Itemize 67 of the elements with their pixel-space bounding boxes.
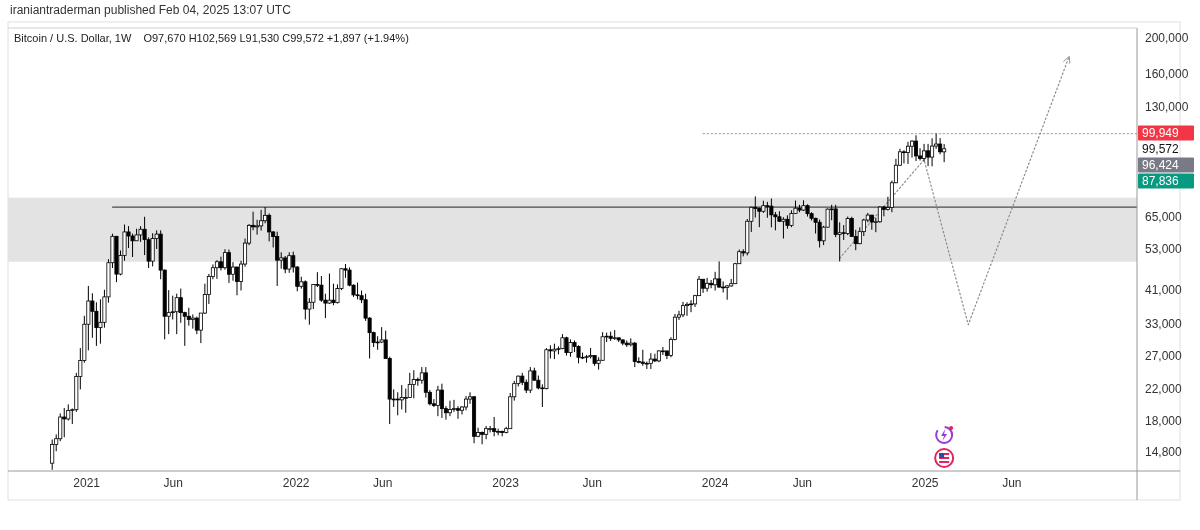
candlestick <box>926 143 931 167</box>
candlestick <box>447 400 452 417</box>
x-tick-label: Jun <box>163 476 183 490</box>
x-tick-label: 2024 <box>701 476 729 490</box>
candlestick <box>174 293 179 335</box>
candlestick <box>150 232 155 267</box>
y-tick-label: 18,000 <box>1145 413 1183 428</box>
candlestick <box>576 344 581 364</box>
y-tick-label: 14,800 <box>1145 444 1183 459</box>
candlestick <box>753 195 758 219</box>
candlestick <box>689 299 694 313</box>
chart-title: Bitcoin / U.S. Dollar, 1W <box>14 32 132 44</box>
candlestick <box>411 369 416 399</box>
y-tick-label: 27,000 <box>1145 349 1183 364</box>
candlestick <box>905 141 910 165</box>
candlestick <box>901 149 906 164</box>
candlestick <box>769 198 774 228</box>
candlestick <box>480 430 485 445</box>
y-tick-label: 65,000 <box>1145 209 1183 224</box>
candlestick <box>652 353 657 363</box>
x-tick-label: Jun <box>373 476 393 490</box>
x-tick-label: 2022 <box>282 476 310 490</box>
candlestick <box>685 301 690 317</box>
chart-subtitle: O97,670 H102,569 L91,530 C99,572 +1,897 (+1.94%) <box>143 32 409 44</box>
candlestick <box>705 277 710 293</box>
candlestick <box>331 283 336 306</box>
candlestick <box>632 341 637 368</box>
candlestick <box>845 216 850 236</box>
candlestick <box>930 137 935 167</box>
candlestick <box>407 372 412 399</box>
candlestick <box>395 391 400 416</box>
candlestick <box>50 439 55 471</box>
candlestick <box>484 425 489 440</box>
candlestick <box>287 251 292 274</box>
x-tick-label: Jun <box>1002 476 1022 490</box>
candlestick <box>235 266 240 296</box>
candlestick <box>488 425 493 433</box>
y-tick-label: 33,000 <box>1145 317 1183 332</box>
y-tick-label: 130,000 <box>1145 99 1189 114</box>
candlestick <box>62 407 67 438</box>
candlestick <box>439 383 444 419</box>
y-tick-label: 22,000 <box>1145 381 1183 396</box>
x-tick-label: Jun <box>792 476 813 490</box>
x-tick-label: Jun <box>582 476 602 490</box>
x-tick-label: 2023 <box>492 476 520 490</box>
text: iraniantraderman published Feb 04, 2025 13:07 UTC <box>10 3 292 17</box>
y-tick-label: 200,000 <box>1145 31 1189 46</box>
candlestick <box>178 288 183 324</box>
candlestick <box>226 249 231 284</box>
candlestick <box>327 273 332 305</box>
text: 99,572 <box>1142 142 1180 157</box>
candlestick <box>259 209 264 232</box>
x-tick-label: 2025 <box>911 476 939 490</box>
text: 96,424 <box>1142 158 1180 173</box>
candlestick <box>914 134 919 162</box>
text: 87,836 <box>1142 174 1180 189</box>
candlestick <box>435 385 440 417</box>
y-tick-label: 53,000 <box>1145 242 1183 257</box>
candlestick <box>713 271 718 292</box>
candlestick <box>922 143 927 163</box>
candlestick <box>403 388 408 414</box>
y-tick-label: 160,000 <box>1145 66 1189 81</box>
text: 99,949 <box>1142 126 1180 141</box>
y-tick-label: 41,000 <box>1145 282 1183 297</box>
candlestick <box>717 260 722 289</box>
candlestick <box>451 399 456 413</box>
x-tick-label: 2021 <box>73 476 101 490</box>
